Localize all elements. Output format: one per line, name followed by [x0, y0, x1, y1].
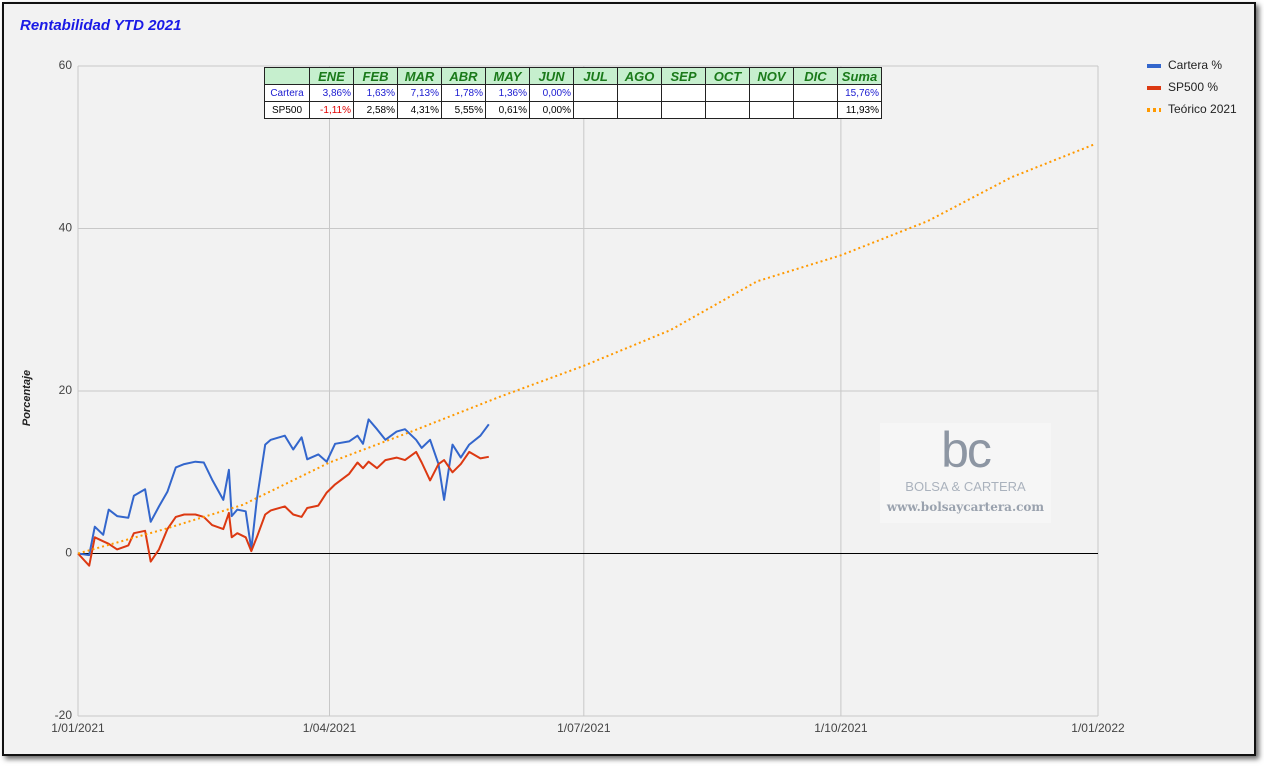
series-line: [77, 418, 490, 557]
table-cell: 2,58%: [353, 101, 398, 119]
x-tick-label: 1/07/2021: [557, 721, 611, 735]
watermark-name: BOLSA & CARTERA: [905, 479, 1026, 494]
table-cell: OCT: [705, 67, 750, 85]
table-cell: SP500: [264, 101, 310, 119]
chart-title: Rentabilidad YTD 2021: [20, 17, 181, 34]
x-tick-label: 1/01/2022: [1071, 721, 1125, 735]
table-row: SP500 -1,11% 2,58% 4,31% 5,55% 0,61% 0,00% 11,9…: [264, 101, 882, 119]
table-cell: [793, 84, 838, 102]
table-cell: MAY: [485, 67, 530, 85]
table-cell: ABR: [441, 67, 486, 85]
table-cell: 11,93%: [837, 101, 882, 119]
table-cell: NOV: [749, 67, 794, 85]
frame: [2, 2, 1256, 756]
table-cell: 0,00%: [529, 84, 574, 102]
table-cell: [749, 101, 794, 119]
legend-label: Teórico 2021: [1168, 102, 1237, 116]
x-tick-label: 1/01/2021: [51, 721, 105, 735]
table-cell: [705, 101, 750, 119]
table-cell: ENE: [309, 67, 354, 85]
table-cell: 1,78%: [441, 84, 486, 102]
table-cell: FEB: [353, 67, 398, 85]
y-tick-label: 20: [59, 383, 73, 397]
table-cell: [661, 84, 706, 102]
y-tick-label: 40: [59, 221, 73, 235]
table-cell: AGO: [617, 67, 662, 85]
ytd-table: ENE FEB MAR ABR MAY JUN JUL AGO SEP OCT NOV DIC Suma…: [264, 67, 882, 119]
table-cell: [749, 84, 794, 102]
table-cell: Cartera: [264, 84, 310, 102]
y-axis-label: Porcentaje: [21, 370, 33, 426]
series-line: [77, 143, 1096, 555]
table-cell: [573, 101, 618, 119]
table-cell: 7,13%: [397, 84, 442, 102]
table-cell: [573, 84, 618, 102]
table-header: ENE FEB MAR ABR MAY JUN JUL AGO SEP OCT NOV DIC Suma: [264, 67, 882, 85]
table-cell: JUN: [529, 67, 574, 85]
table-cell: [793, 101, 838, 119]
series-line: [77, 450, 489, 567]
table-cell: [617, 84, 662, 102]
legend-label: Cartera %: [1168, 58, 1222, 72]
table-cell: 5,55%: [441, 101, 486, 119]
y-tick-label: 0: [65, 546, 72, 560]
y-tick-label: -20: [55, 708, 73, 722]
table-cell: SEP: [661, 67, 706, 85]
y-tick-label: 60: [59, 58, 73, 72]
table-cell: [705, 84, 750, 102]
table-row: Cartera 3,86% 1,63% 7,13% 1,78% 1,36% 0,00% 15,…: [264, 84, 882, 102]
table-cell: [617, 101, 662, 119]
x-tick-label: 1/10/2021: [814, 721, 868, 735]
table-cell: 3,86%: [309, 84, 354, 102]
x-tick-label: 1/04/2021: [303, 721, 357, 735]
table-cell: MAR: [397, 67, 442, 85]
table-cell: -1,11%: [309, 101, 354, 119]
table-cell: 1,63%: [353, 84, 398, 102]
table-cell: DIC: [793, 67, 838, 85]
watermark-logo: bc: [941, 422, 992, 478]
table-cell: 4,31%: [397, 101, 442, 119]
table-cell: [264, 67, 310, 85]
watermark: bc BOLSA & CARTERA www.bolsaycartera.com: [880, 423, 1051, 523]
table-cell: Suma: [837, 67, 882, 85]
table-cell: [661, 101, 706, 119]
table-cell: 15,76%: [837, 84, 882, 102]
table-cell: JUL: [573, 67, 618, 85]
table-cell: 0,61%: [485, 101, 530, 119]
table-cell: 0,00%: [529, 101, 574, 119]
watermark-url: www.bolsaycartera.com: [886, 500, 1045, 514]
table-cell: 1,36%: [485, 84, 530, 102]
legend-label: SP500 %: [1168, 80, 1218, 94]
